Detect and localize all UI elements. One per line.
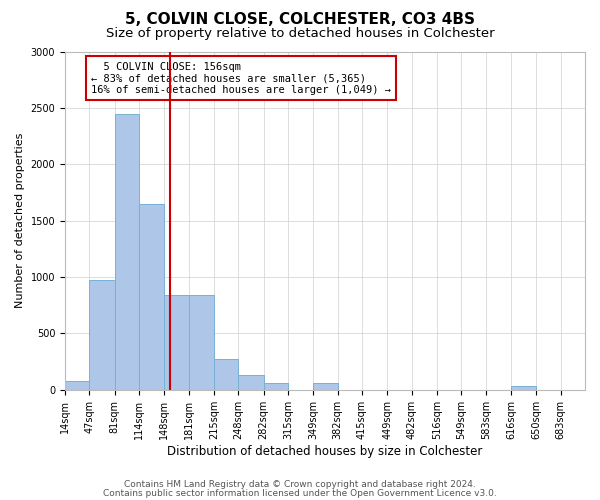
- Bar: [89, 280, 115, 390]
- Bar: [139, 204, 164, 390]
- X-axis label: Distribution of detached houses by size in Colchester: Distribution of detached houses by size …: [167, 444, 483, 458]
- Bar: [164, 295, 189, 390]
- Text: 5 COLVIN CLOSE: 156sqm
← 83% of detached houses are smaller (5,365)
16% of semi-: 5 COLVIN CLOSE: 156sqm ← 83% of detached…: [91, 62, 391, 95]
- Bar: [313, 383, 338, 390]
- Y-axis label: Number of detached properties: Number of detached properties: [15, 133, 25, 308]
- Text: 5, COLVIN CLOSE, COLCHESTER, CO3 4BS: 5, COLVIN CLOSE, COLCHESTER, CO3 4BS: [125, 12, 475, 28]
- Text: Size of property relative to detached houses in Colchester: Size of property relative to detached ho…: [106, 28, 494, 40]
- Bar: [511, 386, 536, 390]
- Text: Contains HM Land Registry data © Crown copyright and database right 2024.: Contains HM Land Registry data © Crown c…: [124, 480, 476, 489]
- Bar: [189, 295, 214, 390]
- Bar: [115, 114, 139, 390]
- Bar: [238, 374, 263, 390]
- Bar: [65, 382, 89, 390]
- Bar: [263, 383, 288, 390]
- Text: Contains public sector information licensed under the Open Government Licence v3: Contains public sector information licen…: [103, 488, 497, 498]
- Bar: [214, 360, 238, 390]
